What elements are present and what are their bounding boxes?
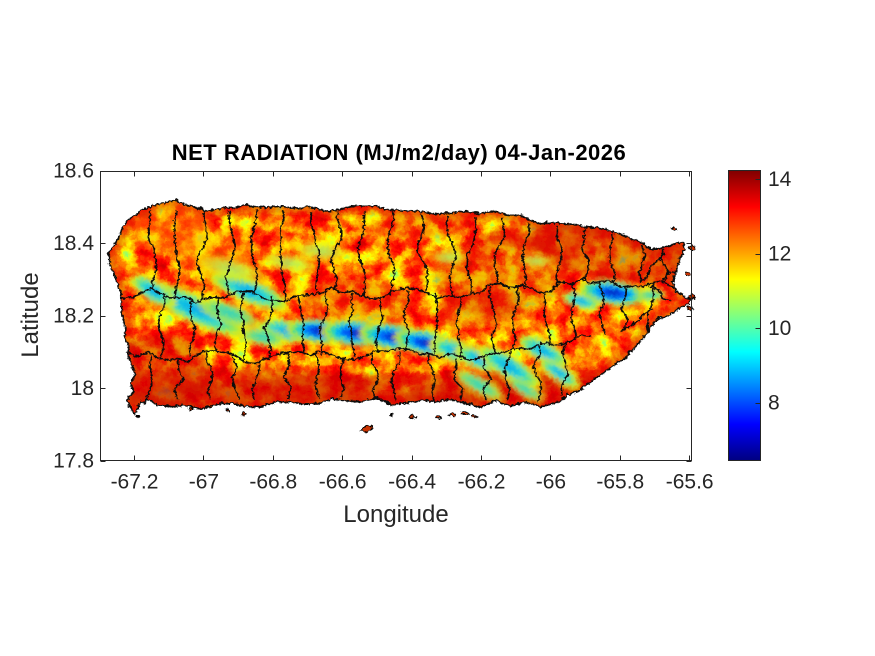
svg-text:17.8: 17.8 [53,450,94,473]
svg-text:8: 8 [768,392,780,415]
svg-text:18: 18 [71,377,94,400]
svg-text:18.2: 18.2 [53,305,94,328]
svg-text:12: 12 [768,243,791,266]
svg-text:-66.2: -66.2 [458,471,506,494]
svg-text:-66.4: -66.4 [388,471,436,494]
svg-text:-67.2: -67.2 [111,471,159,494]
svg-text:-65.6: -65.6 [666,471,714,494]
svg-text:18.4: 18.4 [53,232,94,255]
svg-text:NET RADIATION (MJ/m2/day) 04-J: NET RADIATION (MJ/m2/day) 04-Jan-2026 [172,140,627,165]
svg-text:14: 14 [768,168,792,191]
svg-text:-65.8: -65.8 [596,471,644,494]
svg-text:-66.8: -66.8 [249,471,297,494]
svg-text:Latitude: Latitude [17,272,44,357]
svg-text:18.6: 18.6 [53,160,94,183]
svg-text:-66: -66 [536,471,566,494]
svg-text:-66.6: -66.6 [319,471,367,494]
svg-text:-67: -67 [189,471,219,494]
svg-text:Longitude: Longitude [343,501,448,528]
svg-text:10: 10 [768,317,791,340]
